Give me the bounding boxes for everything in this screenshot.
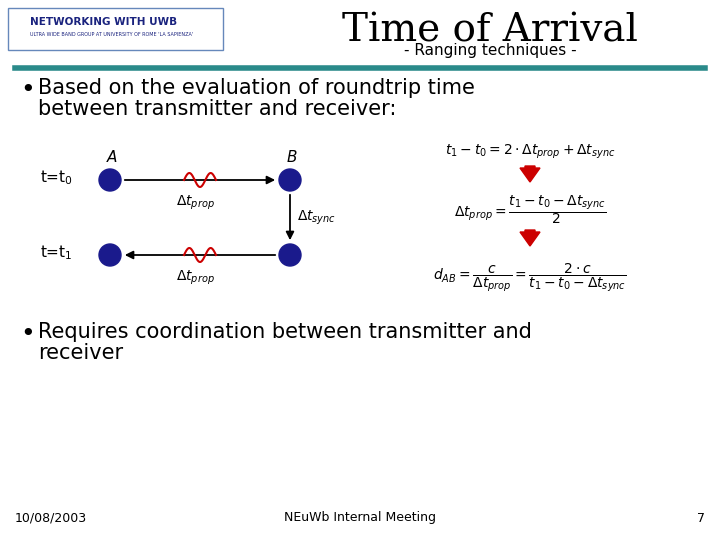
Text: t=t$_1$: t=t$_1$	[40, 244, 73, 262]
Circle shape	[99, 169, 121, 191]
Circle shape	[99, 244, 121, 266]
Text: $\Delta t_{prop}$: $\Delta t_{prop}$	[176, 194, 215, 212]
Text: •: •	[20, 322, 35, 346]
FancyArrow shape	[520, 166, 540, 182]
Text: Time of Arrival: Time of Arrival	[342, 13, 638, 50]
Text: •: •	[20, 78, 35, 102]
Text: Requires coordination between transmitter and: Requires coordination between transmitte…	[38, 322, 532, 342]
Text: - Ranging techniques -: - Ranging techniques -	[404, 43, 576, 58]
Circle shape	[279, 244, 301, 266]
Text: t=t$_0$: t=t$_0$	[40, 168, 73, 187]
Text: $\Delta t_{prop}=\dfrac{t_1-t_0-\Delta t_{sync}}{2}$: $\Delta t_{prop}=\dfrac{t_1-t_0-\Delta t…	[454, 193, 606, 226]
Text: receiver: receiver	[38, 343, 123, 363]
Text: B: B	[287, 150, 297, 165]
Text: 7: 7	[697, 511, 705, 524]
Text: $\Delta t_{sync}$: $\Delta t_{sync}$	[297, 208, 336, 227]
FancyBboxPatch shape	[8, 8, 223, 50]
Text: 10/08/2003: 10/08/2003	[15, 511, 87, 524]
Text: ULTRA WIDE BAND GROUP AT UNIVERSITY OF ROME 'LA SAPIENZA': ULTRA WIDE BAND GROUP AT UNIVERSITY OF R…	[30, 32, 193, 37]
FancyArrow shape	[520, 230, 540, 246]
Text: $t_1-t_0=2\cdot\Delta t_{prop}+\Delta t_{sync}$: $t_1-t_0=2\cdot\Delta t_{prop}+\Delta t_…	[445, 143, 616, 161]
Text: NEuWb Internal Meeting: NEuWb Internal Meeting	[284, 511, 436, 524]
Text: between transmitter and receiver:: between transmitter and receiver:	[38, 99, 397, 119]
Text: $\Delta t_{prop}$: $\Delta t_{prop}$	[176, 269, 215, 287]
Text: A: A	[107, 150, 117, 165]
Circle shape	[279, 169, 301, 191]
Text: $d_{AB}=\dfrac{c}{\Delta t_{prop}}=\dfrac{2\cdot c}{t_1-t_0-\Delta t_{sync}}$: $d_{AB}=\dfrac{c}{\Delta t_{prop}}=\dfra…	[433, 262, 627, 294]
Text: NETWORKING WITH UWB: NETWORKING WITH UWB	[30, 17, 177, 27]
Text: Based on the evaluation of roundtrip time: Based on the evaluation of roundtrip tim…	[38, 78, 475, 98]
